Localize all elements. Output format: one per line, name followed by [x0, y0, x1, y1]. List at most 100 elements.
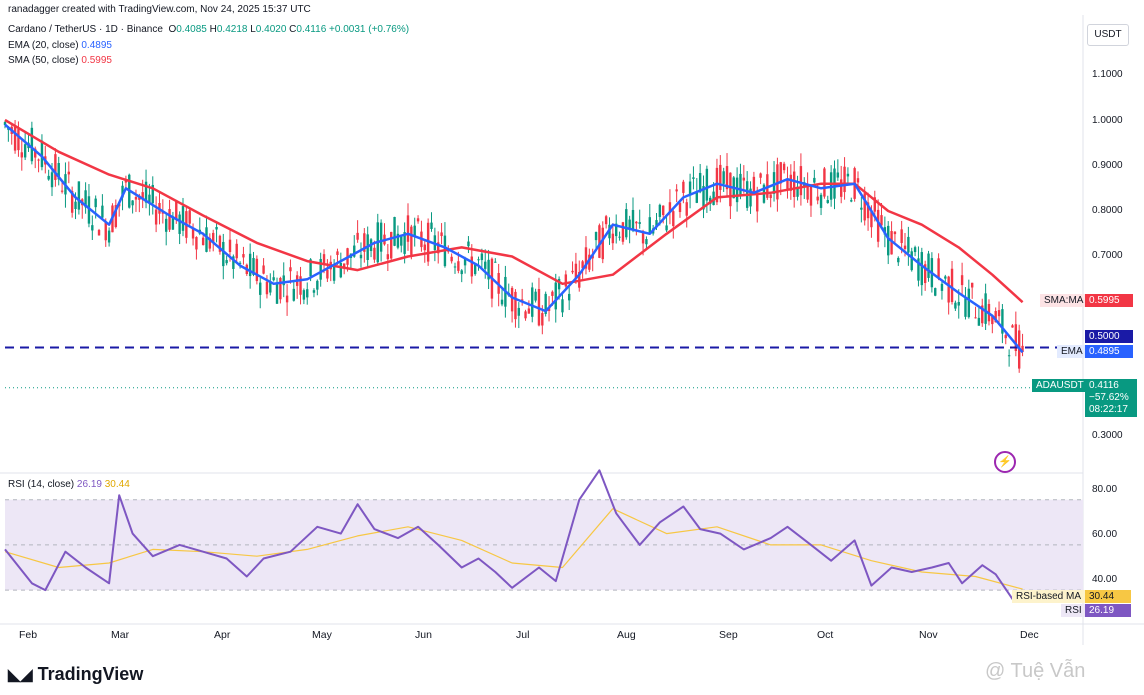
- candle-body: [406, 215, 410, 242]
- candle-body: [698, 172, 702, 193]
- tradingview-logo-text: TradingView: [37, 664, 144, 684]
- candle-body: [604, 216, 608, 225]
- candle-body: [567, 293, 571, 301]
- candle-body: [272, 277, 275, 281]
- candle-body: [813, 177, 816, 183]
- candle-body: [416, 218, 420, 222]
- rsi-legend[interactable]: RSI (14, close) 26.19 30.44: [8, 479, 130, 490]
- candle-body: [625, 209, 628, 238]
- candle-body: [430, 222, 433, 229]
- time-tick: Nov: [919, 629, 938, 641]
- candle-body: [114, 205, 118, 228]
- candle-body: [517, 307, 521, 316]
- candle-body: [319, 258, 322, 280]
- candle-body: [282, 275, 285, 286]
- candle-body: [910, 251, 913, 271]
- candle-body: [967, 288, 971, 318]
- candle-body: [702, 185, 705, 210]
- candle-body: [188, 210, 191, 224]
- candle-body: [23, 144, 27, 158]
- candle-body: [67, 171, 71, 175]
- candle-body: [719, 164, 722, 190]
- candle-body: [796, 186, 799, 197]
- candle-body: [1007, 355, 1011, 357]
- lightning-icon[interactable]: ⚡: [994, 451, 1016, 473]
- candle-body: [856, 178, 860, 183]
- candle-body: [107, 230, 111, 243]
- candle-body: [615, 223, 618, 237]
- ohlc-close: 0.4116: [296, 24, 327, 35]
- candle-body: [645, 239, 648, 245]
- candle-body: [974, 317, 977, 319]
- candle-body: [440, 232, 443, 237]
- candle-body: [356, 232, 359, 240]
- candle-body: [20, 152, 23, 158]
- candle-body: [601, 227, 604, 260]
- candle-body: [514, 291, 517, 320]
- rsi-legend-label: RSI (14, close): [8, 479, 75, 490]
- candle-body: [316, 280, 319, 290]
- candle-body: [396, 233, 400, 248]
- ohlc-open: 0.4085: [176, 24, 207, 35]
- rsi-line: [4, 469, 1023, 601]
- candle-body: [238, 262, 242, 264]
- candle-body: [252, 257, 255, 275]
- candle-body: [685, 202, 688, 216]
- time-tick: Mar: [111, 629, 130, 641]
- tradingview-logo[interactable]: ◣◢ TradingView: [8, 664, 143, 685]
- candle-body: [413, 225, 416, 237]
- ema-legend[interactable]: EMA (20, close) 0.4895: [8, 40, 112, 51]
- candle-body: [144, 181, 148, 203]
- candle-body: [373, 247, 376, 260]
- ticker-price: 0.4116: [1089, 380, 1119, 391]
- candle-body: [863, 193, 866, 221]
- candle-body: [269, 281, 272, 293]
- rsi-tick: 40.00: [1092, 574, 1118, 585]
- candle-body: [171, 216, 175, 230]
- candle-body: [473, 264, 477, 275]
- rsi-legend-value: 26.19: [76, 479, 102, 490]
- candle-body: [561, 299, 564, 313]
- candle-body: [447, 250, 450, 252]
- candle-body: [84, 190, 87, 208]
- level-axis-value: 0.5000: [1085, 330, 1133, 343]
- candle-body: [423, 244, 426, 251]
- candle-body: [937, 258, 940, 278]
- candle-body: [769, 194, 772, 199]
- candle-body: [890, 231, 893, 255]
- price-tick: 0.7000: [1092, 250, 1123, 261]
- candle-body: [463, 257, 467, 266]
- ohlc-h-label: H: [209, 24, 217, 35]
- candle-body: [275, 283, 279, 304]
- candle-body: [934, 288, 937, 296]
- symbol-legend[interactable]: Cardano / TetherUS · 1D · Binance O0.408…: [8, 24, 409, 35]
- candle-body: [940, 283, 944, 291]
- candle-body: [1001, 309, 1004, 334]
- candle-body: [403, 232, 406, 254]
- candle-body: [641, 231, 645, 244]
- candle-body: [571, 270, 574, 273]
- candle-body: [756, 194, 759, 212]
- candle-body: [487, 259, 490, 280]
- currency-button[interactable]: USDT: [1087, 24, 1129, 46]
- candle-body: [840, 179, 843, 197]
- candle-body: [880, 215, 883, 226]
- candle-body: [994, 310, 997, 323]
- candle-body: [181, 206, 185, 231]
- ema-axis-value: 0.4895: [1085, 345, 1133, 358]
- candle-body: [564, 274, 568, 287]
- candle-body: [950, 268, 954, 303]
- candle-body: [826, 200, 829, 203]
- candle-body: [470, 256, 473, 277]
- candle-body: [3, 122, 7, 125]
- rsi-ma-legend-value: 30.44: [104, 479, 130, 490]
- candle-body: [584, 247, 588, 269]
- candle-body: [1004, 335, 1007, 339]
- candle-body: [212, 232, 215, 243]
- candle-body: [917, 258, 920, 281]
- sma-axis-value: 0.5995: [1085, 294, 1133, 307]
- sma-legend[interactable]: SMA (50, close) 0.5995: [8, 55, 112, 66]
- candle-body: [772, 172, 776, 194]
- candle-body: [1014, 324, 1018, 351]
- ohlc-l-label: L: [250, 24, 256, 35]
